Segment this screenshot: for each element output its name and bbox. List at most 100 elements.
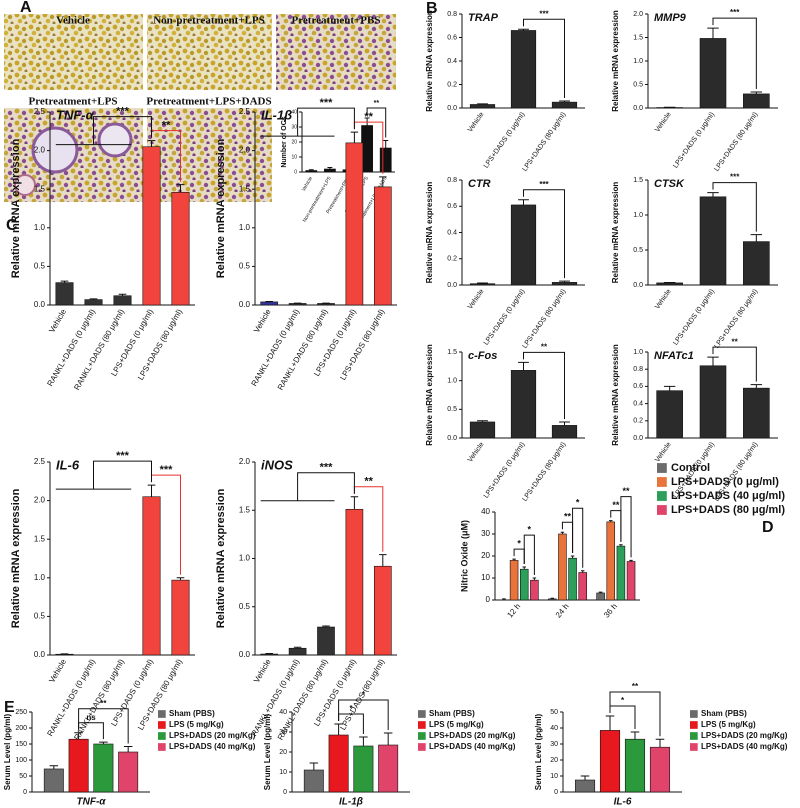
bar <box>596 592 605 601</box>
chart-title: TRAP <box>468 12 499 24</box>
y-axis-label: Serum Level (pg/ml) <box>3 713 12 790</box>
significance-label: ** <box>100 699 107 708</box>
bar <box>288 647 307 656</box>
legend-label: Sham (PBS) <box>429 709 475 718</box>
y-tick-label: 0.4 <box>633 400 643 407</box>
significance-label: * <box>349 704 353 713</box>
significance-label: *** <box>160 464 174 476</box>
error-bar <box>176 577 185 581</box>
bar <box>260 653 279 656</box>
chart-title: IL-1β <box>261 107 292 122</box>
bar <box>328 734 349 793</box>
error-bar <box>322 625 330 628</box>
legend-swatch <box>158 721 166 729</box>
y-tick-label: 1.0 <box>633 58 643 65</box>
y-axis-label: Relative mRNA expression <box>425 182 434 284</box>
y-tick-label: 1.0 <box>633 349 643 356</box>
bar <box>288 303 307 306</box>
significance-label: ** <box>541 342 548 351</box>
y-tick-label: 10 <box>481 573 490 582</box>
y-tick-label: 50 <box>550 709 558 716</box>
legend-swatch <box>418 743 426 751</box>
bar <box>616 545 626 601</box>
x-tick-label: LPS+DADS (80 μg/ml) <box>522 111 568 173</box>
bar <box>378 744 399 793</box>
image-caption: Pretreatment+LPS <box>29 96 118 108</box>
legend-label: LPS+DADS (20 mg/Kg) <box>701 731 788 740</box>
y-tick-label: 1.5 <box>239 505 251 514</box>
bar <box>606 521 616 601</box>
bar <box>551 425 578 439</box>
x-tick-label: Vehicle <box>467 441 486 464</box>
x-tick-label: Vehicle <box>301 175 314 192</box>
chart-title: NFATc1 <box>654 350 694 362</box>
significance-label: *** <box>116 105 130 117</box>
error-bar <box>383 140 389 148</box>
bar <box>142 496 161 656</box>
legend-label: LPS (5 mg/Kg) <box>169 720 224 729</box>
y-tick-label: 2.5 <box>34 107 46 116</box>
x-tick-label: LPS+DADS (0 μg/ml) <box>483 288 527 346</box>
y-axis-label: Relative mRNA expression <box>425 10 434 112</box>
bar <box>373 186 392 306</box>
error-bar <box>327 167 333 169</box>
bar <box>84 299 103 306</box>
legend-swatch <box>690 710 698 718</box>
error-bar <box>334 723 343 735</box>
y-tick-label: 0.0 <box>447 105 457 112</box>
micrograph <box>4 14 143 90</box>
significance-bracket <box>572 507 584 568</box>
y-tick-label: 2.0 <box>34 146 46 155</box>
error-bar <box>707 192 719 197</box>
y-tick-label: 0.2 <box>447 256 457 263</box>
panel-label: C <box>6 217 18 234</box>
y-tick-label: 0.0 <box>447 282 457 289</box>
bar <box>624 738 646 793</box>
error-bar <box>707 356 719 366</box>
error-bar <box>502 598 506 600</box>
y-tick-label: 40 <box>481 507 490 516</box>
legend-label: LPS+DADS (40 mg/Kg) <box>169 742 256 751</box>
x-tick-label: LPS+DADS (80 μg/ml) <box>522 441 568 503</box>
significance-bracket <box>523 534 535 575</box>
significance-bracket <box>712 182 757 232</box>
y-tick-label: 10 <box>550 773 558 780</box>
legend-swatch <box>158 710 166 718</box>
bar <box>649 746 671 793</box>
y-axis-label: Nitric Oxide (μM) <box>459 520 469 592</box>
legend-label: Sham (PBS) <box>169 709 215 718</box>
bar <box>379 147 392 173</box>
legend-swatch <box>657 505 667 515</box>
y-tick-label: 0.8 <box>633 366 643 373</box>
y-tick-label: 250 <box>15 709 27 716</box>
legend-swatch <box>690 732 698 740</box>
legend-label: LPS (5 mg/Kg) <box>701 720 756 729</box>
y-tick-label: 20 <box>550 757 558 764</box>
micrograph <box>147 108 272 202</box>
y-tick-label: 1.5 <box>239 184 251 193</box>
x-tick-label: Vehicle <box>467 288 486 311</box>
y-tick-label: 0 <box>554 789 558 796</box>
error-bar <box>477 103 488 105</box>
significance-label: *** <box>539 9 549 18</box>
error-bar <box>598 591 603 593</box>
legend-swatch <box>690 743 698 751</box>
error-bar <box>609 520 613 522</box>
error-bar <box>477 420 488 422</box>
bar <box>373 565 392 656</box>
significance-bracket <box>712 17 757 90</box>
bar <box>699 196 727 286</box>
error-bar <box>293 646 302 649</box>
significance-label: ** <box>612 500 620 510</box>
x-axis-label: TNF-α <box>77 797 107 808</box>
y-tick-label: 0.8 <box>447 11 457 18</box>
y-tick-label: 2.5 <box>34 457 46 466</box>
significance-label: ** <box>564 512 572 522</box>
legend-swatch <box>158 743 166 751</box>
chart-title: MMP9 <box>654 12 687 24</box>
bar <box>578 572 587 601</box>
error-bar <box>99 741 108 744</box>
y-axis-label: Relative mRNA expression <box>215 488 227 628</box>
error-bar <box>512 558 516 561</box>
y-axis-label: Relative mRNA expression <box>611 182 620 284</box>
